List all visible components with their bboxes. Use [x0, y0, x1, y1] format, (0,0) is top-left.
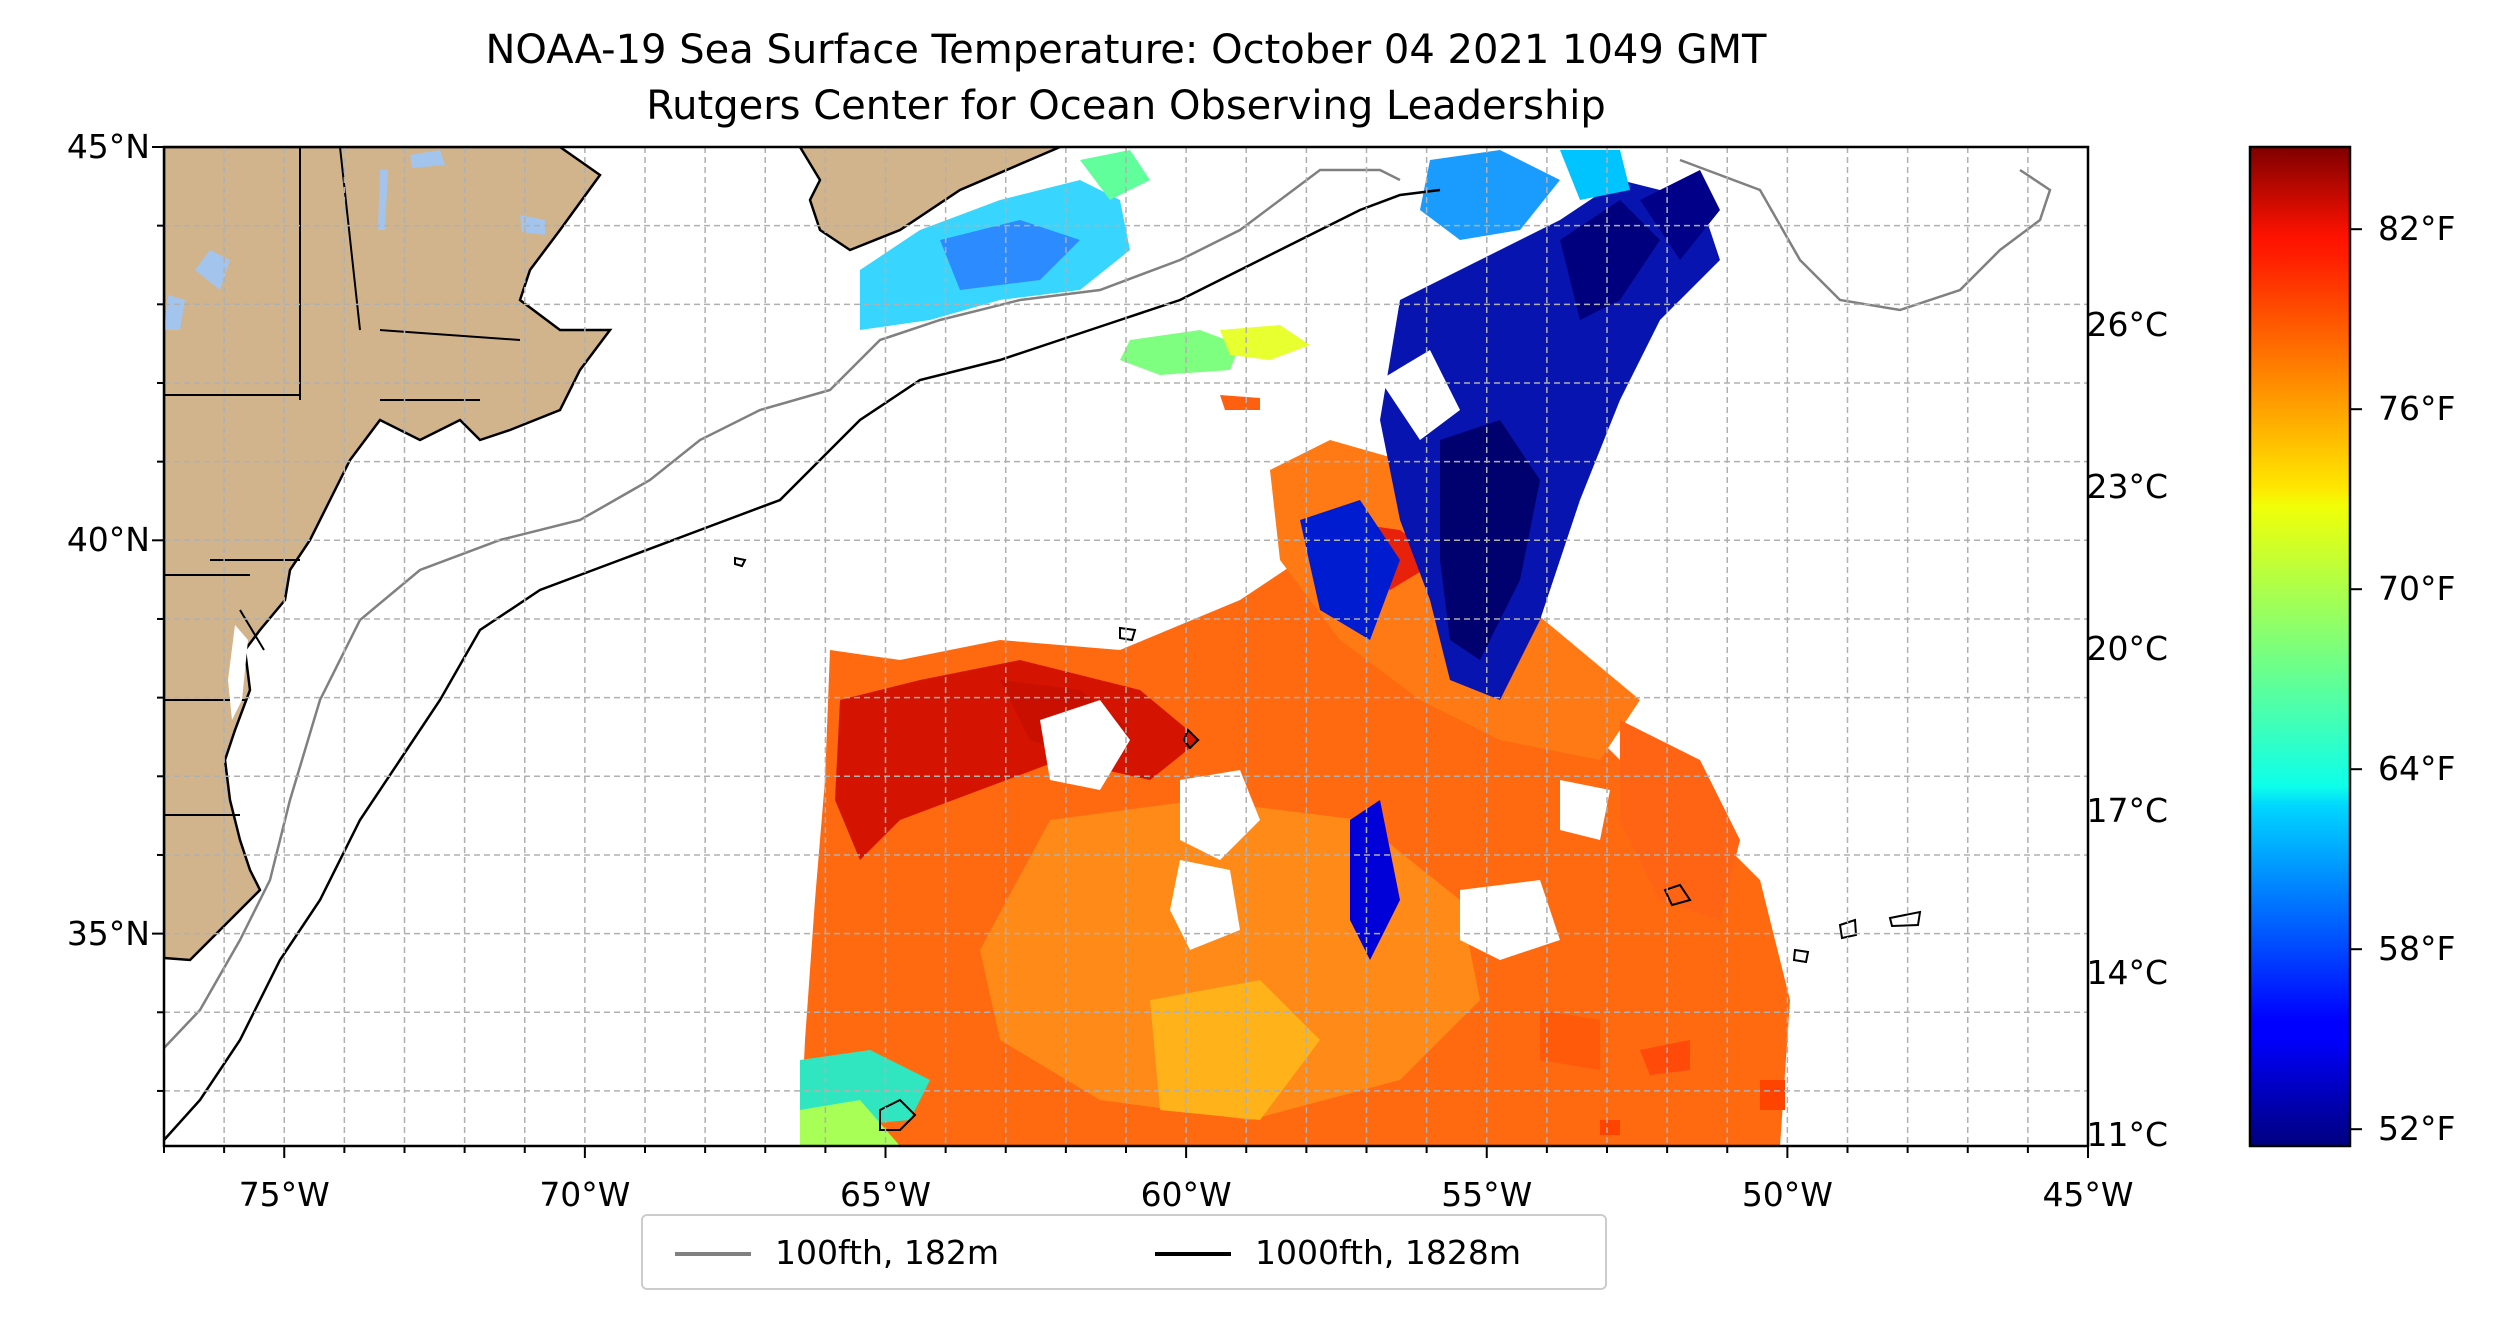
isobath-1000fth-seamount — [1663, 883, 1692, 907]
colorbar-label-f: 58°F — [2378, 929, 2456, 969]
cloud-gap — [1560, 780, 1610, 840]
lon-tick-label: 70°W — [539, 1175, 631, 1214]
sst-orange-streak — [1220, 395, 1260, 410]
sst-cool-patch — [1420, 150, 1560, 240]
sst-nw-green-patch — [1080, 150, 1150, 200]
land-mass-maritimes — [798, 147, 1061, 252]
colorbar-label-f: 52°F — [2378, 1109, 2456, 1149]
colorbar-label-f: 64°F — [2378, 749, 2456, 789]
sst-east-patch — [1620, 720, 1740, 920]
lon-tick-label: 50°W — [1741, 1175, 1833, 1214]
cloud-gap — [1380, 350, 1460, 440]
lake — [195, 250, 230, 290]
sst-east-patch — [1600, 1120, 1620, 1135]
sst-east-patch — [1540, 1010, 1600, 1070]
sst-cold-core — [1560, 200, 1660, 320]
map-subtitle: Rutgers Center for Ocean Observing Leade… — [646, 83, 1606, 129]
sst-yellow-region — [1150, 980, 1320, 1120]
cloud-gap — [1460, 880, 1560, 960]
isobath-1000fth-seamount — [1838, 918, 1858, 940]
isobath-1000fth-seamount — [1119, 626, 1137, 642]
colorbar-label-c: 11°C — [2086, 1115, 2168, 1155]
isobath-1000fth-seamount — [734, 556, 747, 568]
isobath-1000fth-seamount — [1888, 910, 1922, 928]
lon-tick-label: 45°W — [2042, 1175, 2134, 1214]
sst-data-field — [800, 150, 1790, 1146]
colorbar-ticks — [2350, 228, 2362, 1131]
colorbar-label-c: 17°C — [2086, 791, 2168, 831]
colorbar-label-c: 20°C — [2086, 629, 2168, 669]
lat-tick-label: 35°N — [66, 913, 150, 953]
colorbar-label-f: 82°F — [2378, 209, 2456, 249]
sst-east-patch — [1760, 1080, 1785, 1110]
map-axis-ticks — [152, 146, 2089, 1158]
sst-cold-patch — [1350, 800, 1400, 960]
sst-yellow-streak — [1220, 325, 1310, 360]
lake — [410, 150, 445, 168]
sst-cold-core — [1640, 170, 1720, 260]
isobath-1000fth-seamount — [1792, 948, 1810, 964]
map-plot-area — [164, 147, 2088, 1146]
legend-swatch-100fth — [675, 1252, 751, 1256]
sst-east-patch — [1640, 1040, 1690, 1075]
lon-tick-label: 75°W — [238, 1175, 330, 1214]
lat-tick-label: 45°N — [66, 127, 150, 166]
colorbar-label-c: 26°C — [2086, 305, 2168, 345]
isobath-1000fth-seamount — [1182, 728, 1200, 750]
colorbar-label-f: 76°F — [2378, 389, 2456, 429]
legend-label-100fth: 100fth, 182m — [775, 1233, 999, 1272]
state-borders — [164, 147, 521, 816]
isobath-1000fth — [164, 188, 1441, 1141]
legend-swatch-1000fth — [1155, 1252, 1231, 1256]
lake — [378, 170, 388, 230]
isobath-1000fth-seamount — [879, 1098, 917, 1131]
colorbar-label-c: 14°C — [2086, 953, 2168, 993]
lon-tick-label: 55°W — [1441, 1175, 1533, 1214]
sst-hot-region — [835, 660, 1200, 860]
sst-cold-patch — [1300, 500, 1400, 640]
chesapeake-bay — [228, 625, 248, 720]
map-gridlines — [164, 147, 2088, 1146]
coastline-land — [164, 147, 1061, 962]
lat-tick-label: 40°N — [66, 520, 150, 560]
legend-label-1000fth: 1000fth, 1828m — [1255, 1233, 1521, 1272]
lon-tick-label: 65°W — [839, 1175, 932, 1214]
colorbar-label-c: 23°C — [2086, 467, 2168, 507]
colorbar-label-f: 70°F — [2378, 569, 2456, 609]
legend: 100fth, 182m 1000fth, 1828m — [641, 1214, 1607, 1290]
colorbar — [2248, 145, 2352, 1148]
cloud-gap — [1180, 770, 1260, 860]
land-mass — [164, 147, 613, 962]
sst-green-streak — [1120, 330, 1240, 375]
lake — [520, 215, 545, 235]
map-title: NOAA-19 Sea Surface Temperature: October… — [485, 27, 1767, 73]
cloud-gap — [1170, 860, 1240, 950]
sst-nw-blue-patch — [940, 220, 1080, 290]
lon-tick-label: 60°W — [1140, 1175, 1232, 1214]
cloud-gap — [1040, 700, 1130, 790]
sst-cool-patch — [1560, 150, 1630, 200]
